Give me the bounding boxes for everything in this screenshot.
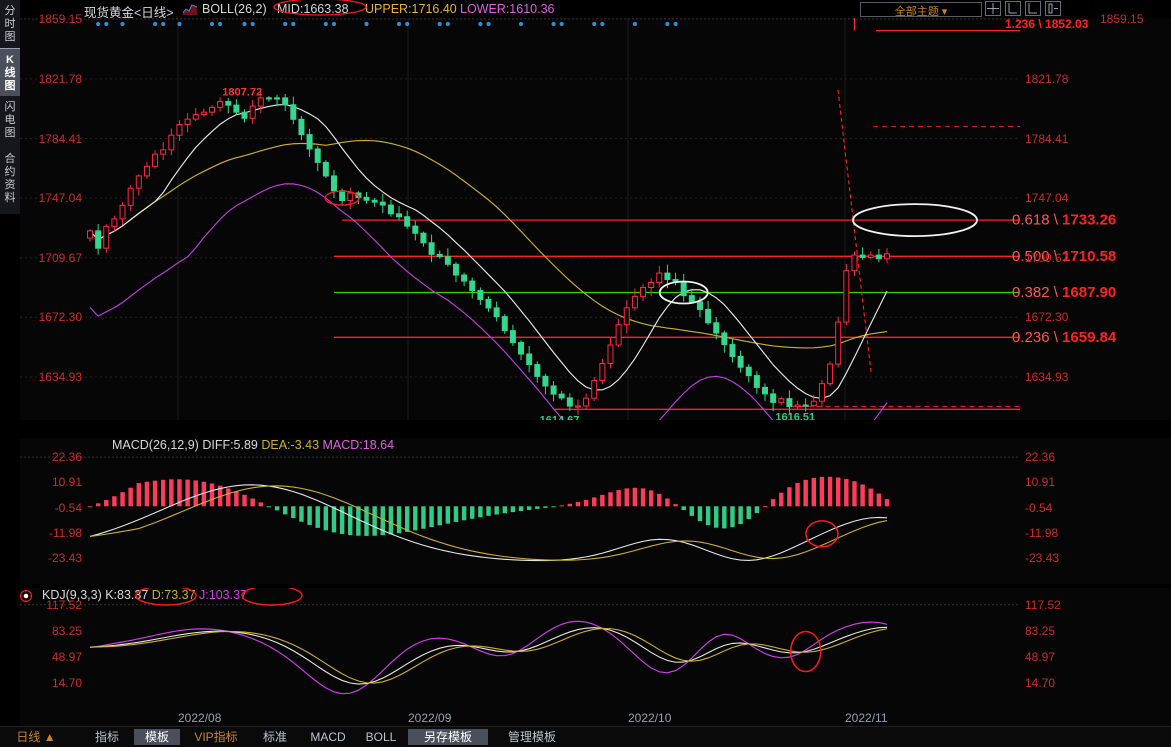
svg-text:1616.51: 1616.51 [775,411,815,420]
svg-text:0.236 \ 1659.84: 0.236 \ 1659.84 [1012,329,1117,346]
svg-text:MACD(26,12,9) DIFF:5.89 DEA:-: MACD(26,12,9) DIFF:5.89 DEA:-3.43 MACD:1… [112,438,394,452]
svg-text:0.382 \ 1687.90: 0.382 \ 1687.90 [1012,284,1116,301]
svg-text:1614.67: 1614.67 [540,414,580,420]
svg-text:0.618 \ 1733.26: 0.618 \ 1733.26 [1012,212,1116,229]
svg-text:1.236 \ 1852.03: 1.236 \ 1852.03 [1005,18,1089,31]
svg-text:KDJ(9,3,3) K:83.37 D:73.37 J: KDJ(9,3,3) K:83.37 D:73.37 J:103.37 [42,588,247,602]
svg-text:0.500 \ 1710.58: 0.500 \ 1710.58 [1012,248,1116,265]
svg-text:1807.72: 1807.72 [222,86,262,98]
